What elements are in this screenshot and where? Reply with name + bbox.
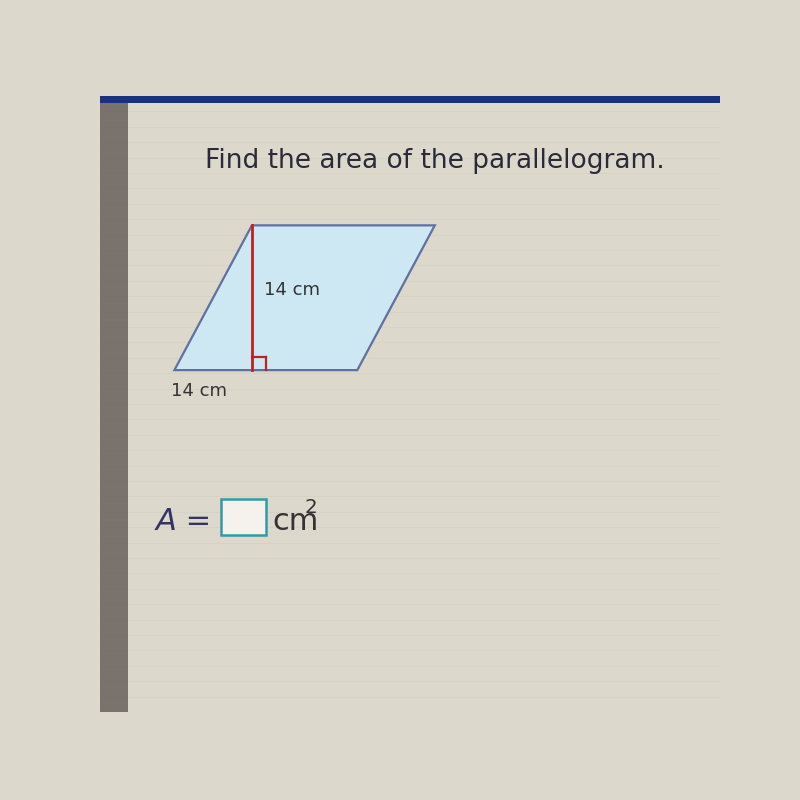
Text: cm: cm: [272, 506, 318, 535]
Bar: [221, 499, 266, 534]
Text: Find the area of the parallelogram.: Find the area of the parallelogram.: [205, 148, 665, 174]
Bar: [100, 96, 720, 103]
Text: A =: A =: [156, 506, 222, 535]
Bar: [100, 96, 128, 712]
Text: 14 cm: 14 cm: [171, 382, 227, 401]
Text: 14 cm: 14 cm: [264, 281, 320, 299]
Text: 2: 2: [305, 498, 318, 517]
Polygon shape: [174, 226, 435, 370]
